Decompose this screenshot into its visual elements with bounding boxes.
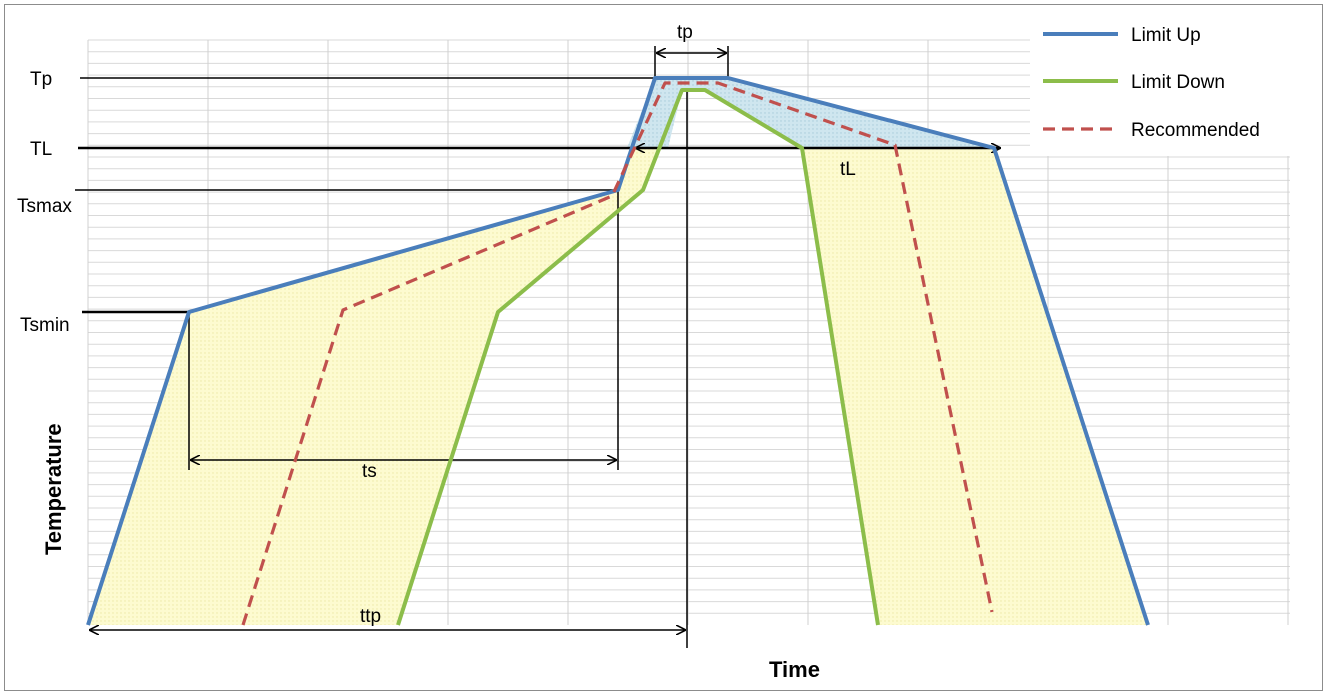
tsmin-level-label: Tsmin [20,315,70,336]
tl-level-label: TL [30,139,52,160]
legend: Limit Up Limit Down Recommended [1030,14,1318,156]
tp-level-label: Tp [30,69,52,90]
legend-label-limit-up: Limit Up [1131,25,1201,46]
tp-interval-label: tp [677,22,693,43]
x-axis-title: Time [769,657,820,682]
tolerance-band-fill [88,78,1148,625]
above-liquidus-band-fill [627,78,994,148]
legend-label-limit-down: Limit Down [1131,72,1225,93]
interval-arrows [90,53,1000,630]
y-axis-title: Temperature [41,423,66,555]
limit-up-line [86,76,1150,626]
recommended-line [241,81,994,626]
ts-interval-label: ts [362,461,377,482]
legend-background [1030,14,1318,156]
legend-label-recommended: Recommended [1131,120,1260,141]
limit-down-line [396,88,880,626]
ttp-interval-label: ttp [360,606,381,627]
tl-interval-label: tL [840,159,856,180]
tsmax-level-label: Tsmax [17,196,72,217]
